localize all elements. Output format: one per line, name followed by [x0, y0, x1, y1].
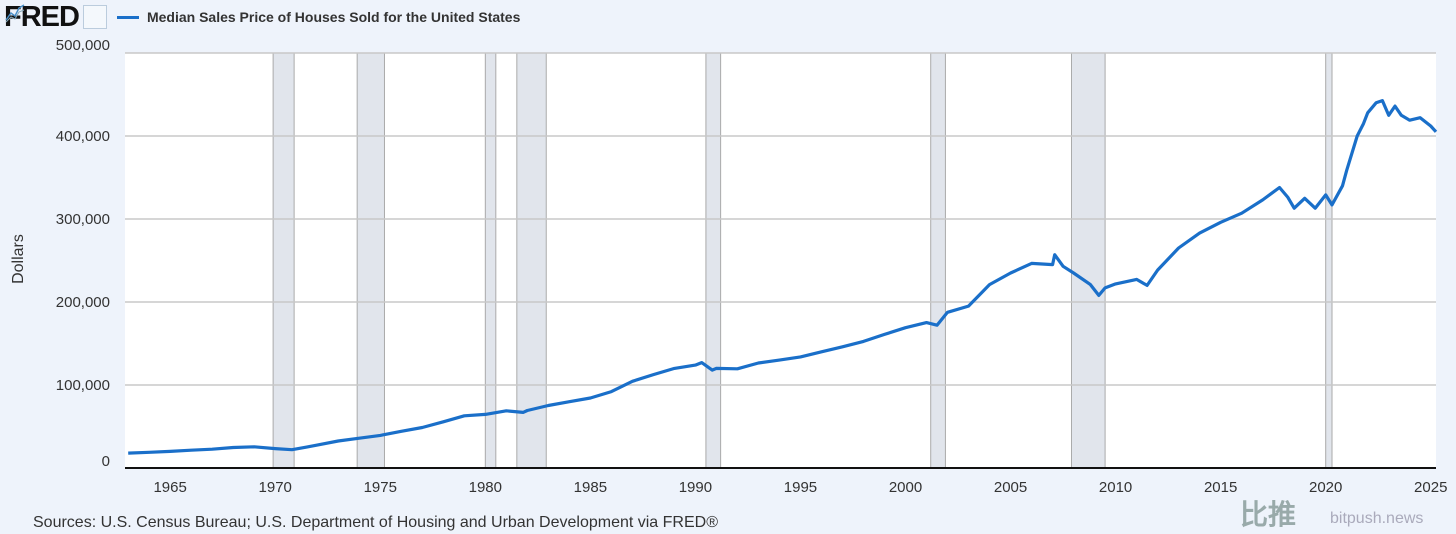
x-tick-label: 1965: [153, 479, 186, 496]
y-tick-label: 100,000: [56, 377, 110, 394]
recession-band: [484, 52, 497, 469]
y-axis-label: Dollars: [9, 234, 27, 284]
y-tick-label: 300,000: [56, 211, 110, 228]
y-tick-label: 400,000: [56, 128, 110, 145]
x-tick-label: 1985: [574, 479, 607, 496]
x-tick-label: 2000: [889, 479, 922, 496]
x-tick-label: 2020: [1309, 479, 1342, 496]
y-tick-label: 0: [102, 453, 110, 470]
x-tick-label: 2010: [1099, 479, 1132, 496]
y-tick-label: 500,000: [56, 37, 110, 54]
legend-label[interactable]: Median Sales Price of Houses Sold for th…: [146, 9, 521, 25]
watermark-logo: 比推: [1240, 499, 1297, 530]
sources-note: Sources: U.S. Census Bureau; U.S. Depart…: [33, 514, 718, 531]
x-tick-label: 1980: [469, 479, 502, 496]
recession-band: [1325, 52, 1333, 469]
recession-band: [930, 52, 946, 469]
series-line: [128, 98, 1438, 455]
watermark-site: bitpush.news: [1330, 510, 1424, 527]
x-tick-label: 2005: [994, 479, 1027, 496]
recession-band: [1070, 52, 1106, 469]
recession-band: [272, 52, 295, 469]
chart-header: FRED Median Sales Price of Houses Sold f…: [4, 2, 520, 32]
x-tick-label: 2015: [1204, 479, 1237, 496]
x-tick-label: 1975: [364, 479, 397, 496]
recession-band: [356, 52, 385, 469]
recession-band: [705, 52, 722, 469]
plot-area: [125, 53, 1436, 468]
x-tick-label: 1995: [784, 479, 817, 496]
recession-band: [516, 52, 547, 469]
x-tick-label: 2025: [1414, 479, 1447, 496]
x-tick-label: 1990: [679, 479, 712, 496]
x-tick-label: 1970: [259, 479, 292, 496]
y-tick-label: 200,000: [56, 294, 110, 311]
legend-swatch: [116, 15, 139, 19]
line-chart-icon: [5, 4, 107, 29]
